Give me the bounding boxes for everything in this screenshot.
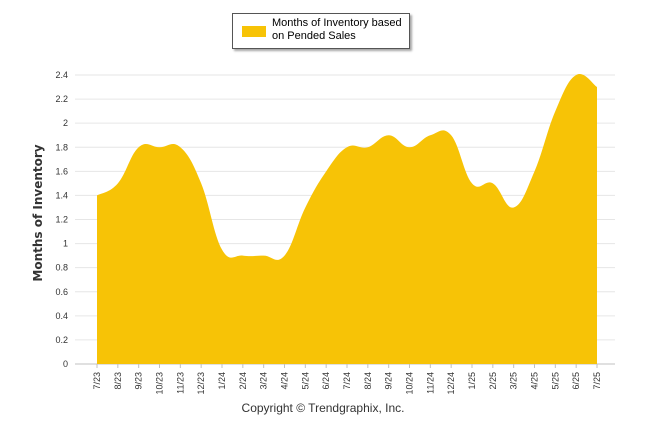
- y-tick-label: 1.2: [55, 215, 68, 225]
- x-tick-label: 6/25: [571, 372, 581, 390]
- x-tick-label: 1/25: [467, 372, 477, 390]
- legend-swatch: [242, 26, 266, 37]
- data-point[interactable]: [261, 253, 267, 259]
- data-point[interactable]: [177, 144, 183, 150]
- y-axis-title: Months of Inventory: [31, 144, 45, 281]
- x-tick-label: 4/24: [280, 372, 290, 390]
- data-point[interactable]: [511, 204, 517, 210]
- x-tick-label: 5/24: [300, 372, 310, 390]
- y-tick-label: 0.2: [55, 335, 68, 345]
- data-point[interactable]: [282, 253, 288, 259]
- x-tick-label: 11/23: [175, 372, 185, 394]
- x-tick-label: 9/23: [134, 372, 144, 390]
- data-point[interactable]: [344, 144, 350, 150]
- data-point[interactable]: [469, 180, 475, 186]
- data-point[interactable]: [115, 180, 121, 186]
- x-axis-ticks: 7/23 8/23 9/23 10/23 11/23 12/23 1/24 2/24 3/24 4…: [92, 364, 602, 395]
- area-series: [94, 72, 600, 365]
- data-point[interactable]: [240, 253, 246, 259]
- y-tick-label: 0.8: [55, 263, 68, 273]
- data-point[interactable]: [323, 168, 329, 174]
- data-point[interactable]: [157, 144, 163, 150]
- data-point[interactable]: [552, 108, 558, 114]
- y-tick-label: 1.4: [55, 190, 68, 200]
- data-point[interactable]: [427, 132, 433, 138]
- data-point[interactable]: [532, 168, 538, 174]
- legend-label: Months of Inventory based on Pended Sale…: [272, 17, 402, 42]
- data-point[interactable]: [198, 180, 204, 186]
- x-tick-label: 7/23: [92, 372, 102, 390]
- data-point[interactable]: [386, 132, 392, 138]
- x-tick-label: 8/23: [113, 372, 123, 390]
- y-tick-label: 2.2: [55, 94, 68, 104]
- area-series-path: [97, 74, 597, 365]
- data-point[interactable]: [94, 192, 100, 198]
- x-tick-label: 3/24: [259, 372, 269, 390]
- x-tick-label: 3/25: [509, 372, 519, 390]
- y-axis-ticks: 0 0.2 0.4 0.6 0.8 1 1.2 1.4 1.6 1.8 2 2.2 2.4: [55, 70, 68, 369]
- y-tick-label: 0.4: [55, 311, 68, 321]
- x-tick-label: 11/24: [425, 372, 435, 394]
- x-tick-label: 9/24: [384, 372, 394, 390]
- x-tick-label: 1/24: [217, 372, 227, 390]
- x-tick-label: 12/23: [196, 372, 206, 395]
- data-point[interactable]: [594, 84, 600, 90]
- y-tick-label: 0.6: [55, 287, 68, 297]
- y-tick-label: 1: [63, 239, 68, 249]
- y-tick-label: 0: [63, 359, 68, 369]
- x-tick-label: 10/24: [405, 372, 415, 395]
- x-tick-label: 7/25: [592, 372, 602, 390]
- x-tick-label: 6/24: [321, 372, 331, 390]
- chart-legend[interactable]: Months of Inventory based on Pended Sale…: [232, 13, 410, 49]
- y-tick-label: 1.8: [55, 142, 68, 152]
- copyright-text: Copyright © Trendgraphix, Inc.: [241, 401, 405, 415]
- y-tick-label: 2: [63, 118, 68, 128]
- data-point[interactable]: [136, 144, 142, 150]
- data-point[interactable]: [365, 144, 371, 150]
- y-tick-label: 2.4: [55, 70, 68, 80]
- data-point[interactable]: [407, 144, 413, 150]
- x-tick-label: 12/24: [446, 372, 456, 395]
- data-point[interactable]: [573, 72, 579, 78]
- x-tick-label: 5/25: [550, 372, 560, 390]
- y-tick-label: 1.6: [55, 166, 68, 176]
- data-point[interactable]: [448, 132, 454, 138]
- x-tick-label: 7/24: [342, 372, 352, 390]
- x-tick-label: 2/25: [488, 372, 498, 390]
- x-tick-label: 4/25: [530, 372, 540, 390]
- data-point[interactable]: [490, 180, 496, 186]
- x-tick-label: 10/23: [155, 372, 165, 395]
- x-tick-label: 8/24: [363, 372, 373, 390]
- x-tick-label: 2/24: [238, 372, 248, 390]
- data-point[interactable]: [219, 247, 225, 253]
- data-point[interactable]: [302, 204, 308, 210]
